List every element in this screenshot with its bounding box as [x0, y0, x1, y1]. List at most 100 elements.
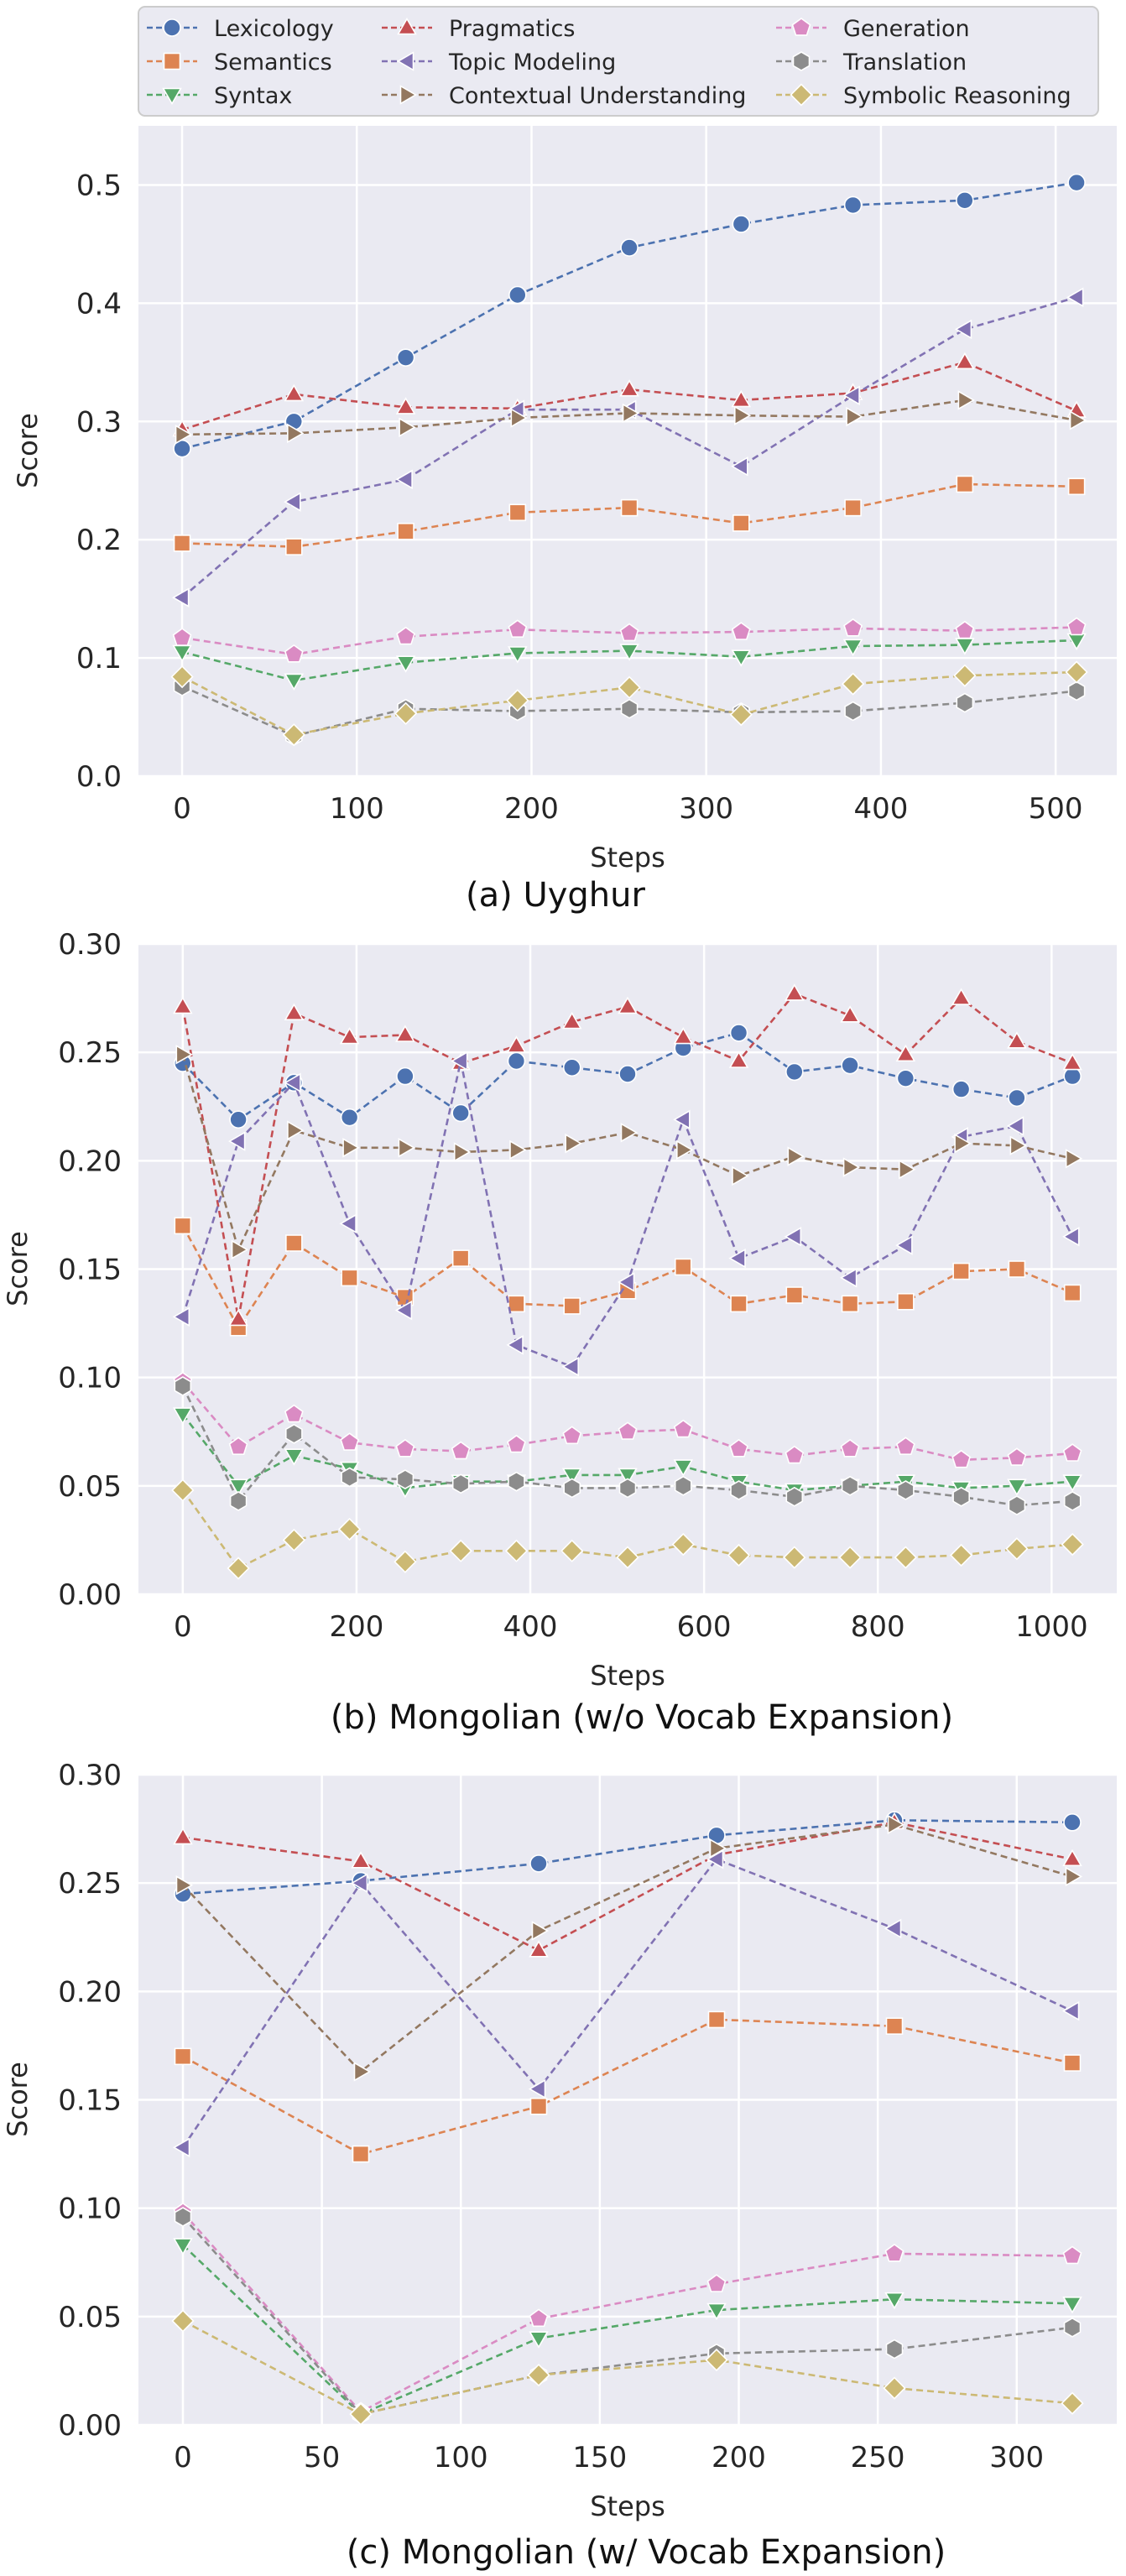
data-point-symbolic-reasoning	[394, 701, 418, 725]
data-point-topic-modeling	[673, 1109, 691, 1129]
data-point-pragmatics	[840, 1005, 860, 1023]
series-syntax	[173, 2238, 1082, 2425]
series-line-symbolic-reasoning	[182, 2319, 1073, 2416]
series-line-translation	[181, 1385, 1073, 1507]
data-point-lexicology	[1063, 1813, 1082, 1832]
x-tick-labels: 0 200 400 600 800 1000	[174, 1610, 1088, 1644]
x-tick-label: 0	[174, 2441, 192, 2474]
data-point-semantics	[285, 538, 303, 555]
gridlines	[138, 126, 1117, 778]
data-point-semantics	[397, 523, 414, 540]
data-point-semantics	[174, 1217, 192, 1235]
legend-item-contextual-understanding: Contextual Understanding	[382, 83, 746, 109]
data-point-semantics	[620, 498, 639, 517]
data-point-translation	[841, 1475, 859, 1496]
data-point-pragmatics	[529, 1940, 549, 1958]
data-point-semantics	[352, 2145, 370, 2163]
x-tick-label: 0	[173, 792, 191, 826]
data-point-generation	[284, 1404, 304, 1423]
data-point-contextual-understanding	[622, 403, 640, 424]
data-point-symbolic-reasoning	[894, 1546, 918, 1569]
data-point-generation	[731, 622, 751, 640]
data-point-translation	[897, 1480, 915, 1500]
data-point-pragmatics	[395, 1025, 415, 1042]
data-point-pragmatics	[351, 1851, 371, 1869]
data-point-symbolic-reasoning	[841, 672, 865, 696]
legend-marker	[163, 52, 181, 70]
data-point-generation	[884, 2243, 904, 2262]
data-point-contextual-understanding	[1065, 1149, 1083, 1169]
legend-item-syntax: Syntax	[147, 83, 292, 109]
series-symbolic-reasoning	[170, 660, 1088, 747]
data-point-contextual-understanding	[1009, 1135, 1028, 1155]
x-tick-label: 400	[503, 1610, 558, 1644]
legend-label: Translation	[842, 50, 967, 76]
series-line-pragmatics	[181, 361, 1077, 431]
data-point-symbolic-reasoning	[1061, 1532, 1084, 1557]
series-lexicology	[174, 1811, 1082, 1903]
x-tick-label: 200	[504, 792, 559, 826]
data-point-contextual-understanding	[286, 423, 305, 444]
x-axis-label: Steps	[590, 2490, 665, 2522]
data-point-translation	[284, 1423, 303, 1444]
data-point-pragmatics	[731, 389, 752, 408]
data-point-syntax	[619, 644, 639, 661]
data-point-symbolic-reasoning	[227, 1557, 250, 1580]
data-point-symbolic-reasoning	[671, 1532, 695, 1557]
series-line-topic-modeling	[181, 1858, 1073, 2149]
data-point-pragmatics	[728, 1051, 749, 1068]
x-tick-label: 250	[851, 2441, 905, 2474]
data-point-generation	[507, 1434, 526, 1453]
data-point-symbolic-reasoning	[1005, 1537, 1029, 1561]
x-tick-label: 600	[677, 1610, 732, 1644]
y-tick-label: 0.15	[58, 2084, 122, 2118]
data-point-symbolic-reasoning	[170, 665, 194, 689]
series-contextual-understanding	[175, 1814, 1083, 2082]
series-topic-modeling	[172, 1849, 1080, 2158]
y-axis-label: Score	[2, 1231, 34, 1306]
data-point-symbolic-reasoning	[171, 2309, 195, 2333]
data-point-generation	[529, 2308, 549, 2328]
data-point-semantics	[563, 1297, 581, 1315]
data-point-topic-modeling	[884, 1918, 902, 1939]
data-point-translation	[730, 1480, 748, 1500]
data-point-topic-modeling	[840, 1268, 858, 1288]
y-tick-label: 0.3	[76, 405, 122, 439]
x-tick-label: 300	[989, 2441, 1044, 2474]
data-point-semantics	[956, 475, 974, 493]
series-topic-modeling	[172, 1051, 1080, 1377]
x-tick-labels: 0 100 200 300 400 500	[173, 792, 1082, 826]
chart-title: (b) Mongolian (w/o Vocab Expansion)	[331, 1698, 953, 1737]
x-tick-label: 50	[304, 2441, 340, 2474]
data-point-lexicology	[451, 1103, 470, 1123]
series-line-contextual-understanding	[181, 1054, 1073, 1254]
data-point-semantics	[785, 1286, 804, 1304]
gridlines	[138, 942, 1117, 1596]
data-point-translation	[174, 1376, 192, 1396]
data-point-translation	[341, 1467, 359, 1488]
y-tick-label: 0.20	[58, 1145, 122, 1178]
data-point-symbolic-reasoning	[171, 1478, 195, 1502]
data-point-translation	[174, 2207, 192, 2227]
data-point-semantics	[529, 2097, 548, 2115]
data-point-generation	[396, 626, 415, 645]
data-point-syntax	[508, 646, 528, 664]
data-point-symbolic-reasoning	[527, 2363, 550, 2387]
data-point-contextual-understanding	[287, 1120, 305, 1140]
y-tick-label: 0.10	[58, 2193, 122, 2226]
data-point-syntax	[731, 649, 752, 667]
data-point-symbolic-reasoning	[883, 2376, 906, 2400]
data-point-lexicology	[529, 1854, 548, 1873]
data-point-lexicology	[1063, 1066, 1082, 1086]
y-tick-label: 0.25	[58, 1867, 122, 1901]
x-axis-label: Steps	[590, 1660, 665, 1692]
data-point-symbolic-reasoning	[1065, 660, 1088, 684]
data-point-generation	[1066, 617, 1087, 636]
data-point-generation	[340, 1432, 360, 1451]
data-point-pragmatics	[506, 1035, 527, 1053]
legend-marker	[163, 18, 181, 37]
data-point-syntax	[561, 1468, 582, 1485]
data-point-symbolic-reasoning	[616, 1546, 639, 1569]
data-point-semantics	[730, 1295, 748, 1313]
data-point-lexicology	[785, 1062, 804, 1082]
